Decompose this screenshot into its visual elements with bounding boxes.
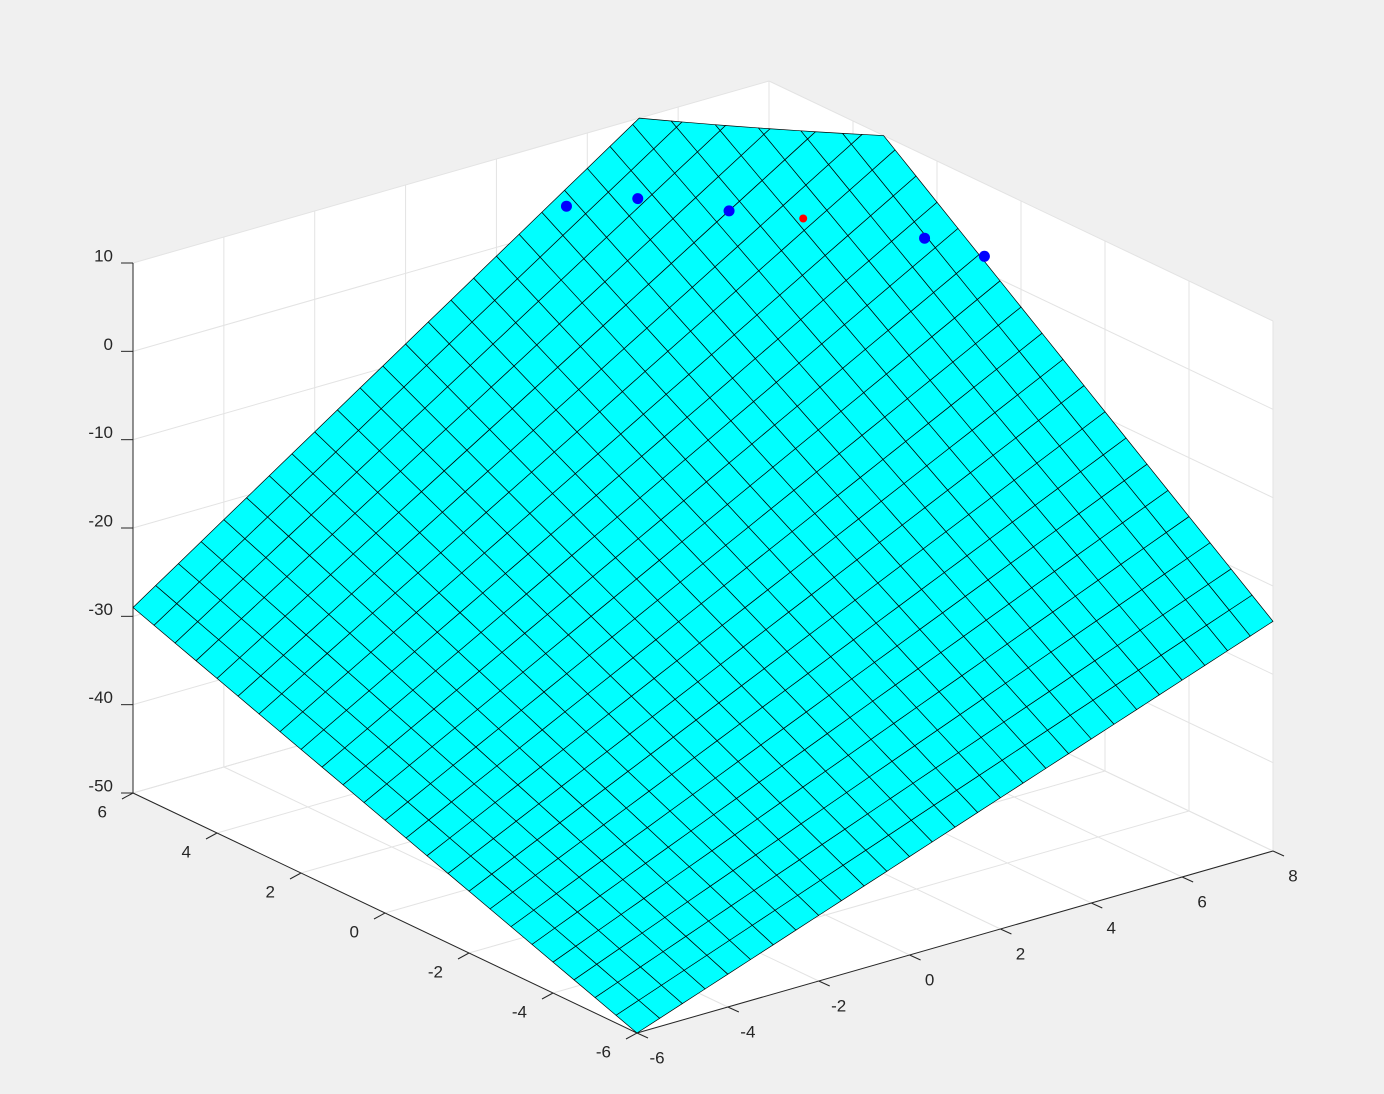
surface-patch <box>807 131 852 165</box>
grid-line <box>768 80 1274 322</box>
x-tick <box>1272 850 1285 857</box>
z-tick-label: -40 <box>88 688 113 707</box>
z-tick-label: -50 <box>88 776 113 795</box>
x-tick-label: -6 <box>649 1048 664 1067</box>
z-tick-label: 0 <box>104 335 113 354</box>
y-tick-label: 4 <box>182 842 191 861</box>
point <box>632 193 644 205</box>
surface-patch <box>758 127 771 135</box>
y-tick-label: 6 <box>98 802 107 821</box>
surface-patch <box>842 133 863 145</box>
x-tick-label: 2 <box>1016 944 1025 963</box>
z-tick-label: 10 <box>94 246 113 265</box>
surface-patch <box>800 130 816 140</box>
z-tick-label: -10 <box>88 423 113 442</box>
grid-line <box>132 80 770 264</box>
y-tick <box>457 952 470 960</box>
x-tick <box>1181 876 1194 883</box>
x-tick <box>1000 928 1012 935</box>
x-tick-label: 6 <box>1197 892 1206 911</box>
surface-patch <box>670 120 683 128</box>
point <box>560 200 572 212</box>
y-tick-label: 2 <box>266 882 275 901</box>
surface-patch <box>850 134 896 171</box>
z-tick-label: -30 <box>88 600 113 619</box>
surface-patch <box>632 117 677 150</box>
y-tick-label: 0 <box>350 922 359 941</box>
point <box>723 205 735 217</box>
x-tick-label: 0 <box>925 970 934 989</box>
x-tick-label: 8 <box>1288 866 1297 885</box>
y-tick <box>373 912 386 920</box>
surface-patch <box>719 125 765 156</box>
z-tick-label: -20 <box>88 511 113 530</box>
y-tick-label: -2 <box>428 962 443 981</box>
y-tick <box>289 872 302 880</box>
x-tick <box>909 954 921 961</box>
x-tick-label: -4 <box>740 1022 755 1041</box>
x-tick <box>818 980 830 987</box>
x-tick <box>636 1032 649 1039</box>
scatter-points <box>560 193 990 262</box>
y-tick <box>541 992 554 1000</box>
y-tick-label: -4 <box>512 1002 527 1021</box>
surface-patch <box>714 124 726 131</box>
x-tick <box>1091 902 1103 909</box>
surface-patch <box>676 121 721 153</box>
point <box>978 250 990 262</box>
y-tick <box>121 792 134 800</box>
x-tick <box>727 1006 740 1013</box>
x-tick-label: 4 <box>1107 918 1116 937</box>
point <box>919 232 931 244</box>
surface-patch <box>763 128 808 161</box>
point <box>799 214 808 223</box>
surface <box>132 117 1274 1034</box>
y-tick <box>625 1032 638 1040</box>
x-tick-label: -2 <box>831 996 846 1015</box>
x-axis <box>636 850 1274 1034</box>
y-tick <box>205 832 218 840</box>
y-tick-label: -6 <box>596 1042 611 1061</box>
